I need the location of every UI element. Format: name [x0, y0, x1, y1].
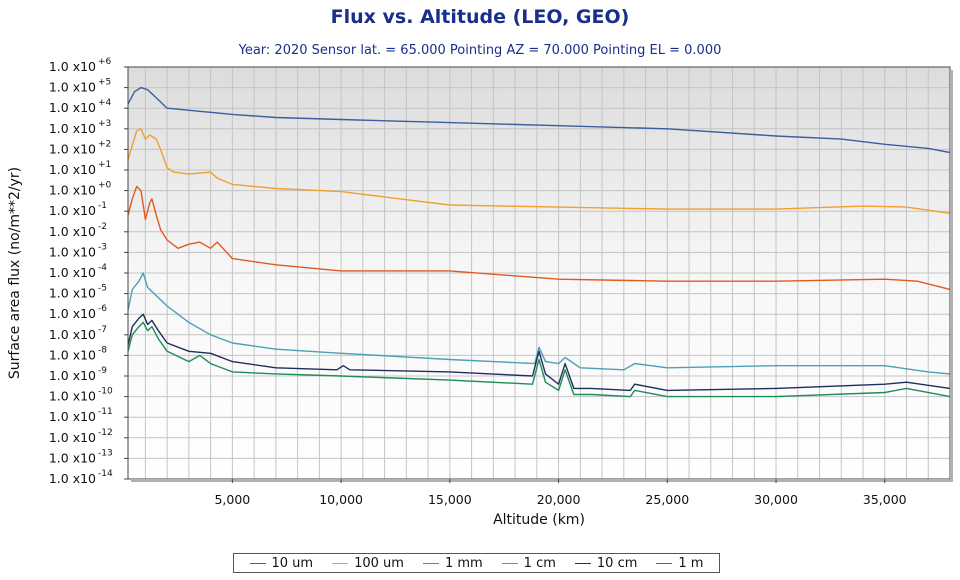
- y-tick-exponent: -6: [98, 304, 107, 314]
- legend-swatch: [501, 562, 518, 564]
- y-tick-exponent: -10: [98, 387, 113, 397]
- y-tick-exponent: -4: [98, 263, 107, 273]
- y-tick-exponent: -11: [98, 407, 113, 417]
- y-tick-label: 1.0 x10: [49, 347, 96, 362]
- y-tick-label: 1.0 x10: [49, 409, 96, 424]
- plot-shadow-bottom: [131, 479, 953, 482]
- series-line-10-cm: [128, 313, 950, 392]
- y-tick-label: 1.0 x10: [49, 430, 96, 445]
- legend-swatch: [249, 562, 266, 564]
- x-tick-label: 10,000: [319, 492, 363, 507]
- y-tick-label: 1.0 x10: [49, 450, 96, 465]
- legend-swatch: [656, 562, 673, 564]
- y-tick-label: 1.0 x10: [49, 162, 96, 177]
- legend-label: 1 mm: [444, 555, 483, 571]
- y-tick-label: 1.0 x10: [49, 286, 96, 301]
- x-tick-label: 30,000: [754, 492, 798, 507]
- y-tick-label: 1.0 x10: [49, 80, 96, 95]
- y-tick-label: 1.0 x10: [49, 121, 96, 136]
- legend-label: 10 um: [271, 555, 314, 571]
- y-tick-label: 1.0 x10: [49, 471, 96, 486]
- y-tick-exponent: -9: [98, 366, 107, 376]
- series-line-1-mm: [128, 185, 950, 291]
- x-tick-label: 35,000: [863, 492, 907, 507]
- legend-label: 1 cm: [523, 555, 556, 571]
- y-tick-label: 1.0 x10: [49, 389, 96, 404]
- series-line-100-um: [128, 128, 950, 214]
- y-tick-label: 1.0 x10: [49, 327, 96, 342]
- y-tick-exponent: +3: [98, 119, 111, 129]
- y-tick-exponent: -14: [98, 469, 113, 479]
- series-line-1-cm: [128, 272, 950, 375]
- legend-swatch: [422, 562, 439, 564]
- y-tick-label: 1.0 x10: [49, 100, 96, 115]
- legend-item: 1 mm: [422, 555, 483, 571]
- y-tick-label: 1.0 x10: [49, 368, 96, 383]
- y-tick-label: 1.0 x10: [49, 224, 96, 239]
- y-tick-label: 1.0 x10: [49, 306, 96, 321]
- legend-label: 10 cm: [596, 555, 638, 571]
- y-tick-exponent: -5: [98, 284, 107, 294]
- legend-item: 100 um: [332, 556, 404, 571]
- y-tick-label: 1.0 x10: [49, 244, 96, 259]
- x-tick-label: 5,000: [214, 492, 250, 507]
- y-tick-exponent: +1: [98, 160, 111, 170]
- x-tick-label: 20,000: [537, 492, 581, 507]
- legend-item: 10 cm: [574, 555, 638, 571]
- y-tick-label: 1.0 x10: [49, 59, 96, 74]
- legend-swatch: [574, 562, 591, 564]
- y-tick-exponent: +4: [98, 98, 112, 108]
- y-tick-exponent: -1: [98, 201, 107, 211]
- y-tick-exponent: -7: [98, 325, 107, 335]
- legend-swatch: [332, 562, 349, 564]
- y-axis-label: Surface area flux (no/m**2/yr): [7, 167, 23, 379]
- y-tick-exponent: -12: [98, 428, 113, 438]
- y-tick-exponent: +0: [98, 181, 112, 191]
- y-tick-exponent: +6: [98, 57, 112, 67]
- y-tick-label: 1.0 x10: [49, 265, 96, 280]
- series-line-10-um: [128, 86, 950, 154]
- legend-label: 1 m: [678, 555, 704, 571]
- legend: 10 um 100 um 1 mm 1 cm 10 cm 1 m: [233, 553, 720, 573]
- legend-label: 100 um: [354, 555, 404, 571]
- legend-item: 1 m: [656, 556, 703, 571]
- y-tick-exponent: +2: [98, 139, 111, 149]
- y-tick-label: 1.0 x10: [49, 203, 96, 218]
- x-axis-label: Altitude (km): [493, 512, 585, 528]
- y-tick-exponent: -2: [98, 222, 107, 232]
- chart-subtitle: Year: 2020 Sensor lat. = 65.000 Pointing…: [238, 43, 722, 58]
- y-tick-exponent: +5: [98, 78, 111, 88]
- chart-title: Flux vs. Altitude (LEO, GEO): [330, 6, 630, 28]
- plot-shadow-right: [950, 70, 953, 482]
- y-tick-exponent: -3: [98, 242, 107, 252]
- y-tick-exponent: -8: [98, 345, 107, 355]
- legend-item: 10 um: [249, 555, 314, 571]
- x-tick-label: 25,000: [645, 492, 689, 507]
- y-tick-label: 1.0 x10: [49, 141, 96, 156]
- y-tick-exponent: -13: [98, 448, 113, 458]
- legend-item: 1 cm: [501, 555, 556, 571]
- series-line-1-m: [128, 321, 950, 398]
- y-tick-label: 1.0 x10: [49, 183, 96, 198]
- x-tick-label: 15,000: [428, 492, 472, 507]
